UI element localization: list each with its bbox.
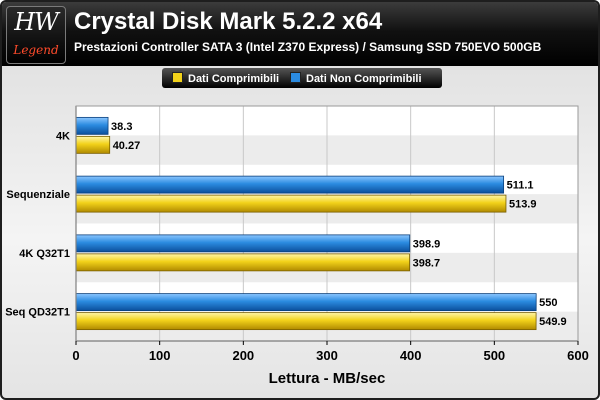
value-label-compressible: 40.27 <box>113 140 141 152</box>
bar-incompressible <box>75 116 109 135</box>
value-label-incompressible: 511.1 <box>507 180 534 192</box>
chart-legend: Dati Comprimibili Dati Non Comprimibili <box>162 68 442 88</box>
value-label-compressible: 549.9 <box>539 316 567 328</box>
x-tick-label: 100 <box>149 348 171 363</box>
bar-incompressible <box>75 234 411 253</box>
legend-label-compressible: Dati Comprimibili <box>188 73 280 85</box>
bar-incompressible <box>75 175 505 194</box>
value-label-compressible: 398.7 <box>413 257 441 269</box>
value-label-compressible: 513.9 <box>509 199 537 211</box>
x-tick-label: 200 <box>232 348 254 363</box>
logo-subtext: Legend <box>13 43 59 57</box>
x-tick-label: 400 <box>400 348 422 363</box>
x-axis-title: Lettura - MB/sec <box>269 370 386 387</box>
bar-compressible <box>75 253 410 272</box>
bar-compressible <box>75 135 111 154</box>
x-tick-label: 600 <box>567 348 589 363</box>
legend-item-incompressible: Dati Non Comprimibili <box>290 72 422 85</box>
x-tick-label: 0 <box>72 348 79 363</box>
legend-item-compressible: Dati Comprimibili <box>172 72 279 85</box>
chart-title: Crystal Disk Mark 5.2.2 x64 <box>74 8 383 35</box>
value-label-incompressible: 550 <box>539 297 557 309</box>
category-label: Seq QD32T1 <box>5 307 70 319</box>
legend-swatch-incompressible <box>290 72 301 83</box>
bar-compressible <box>75 194 507 213</box>
category-label: 4K <box>56 130 70 142</box>
chart-header: HW Legend Crystal Disk Mark 5.2.2 x64 Pr… <box>2 2 598 66</box>
x-tick-label: 500 <box>483 348 505 363</box>
category-label: Sequenziale <box>6 189 70 201</box>
legend-label-incompressible: Dati Non Comprimibili <box>306 73 422 85</box>
hwlegend-logo: HW Legend <box>6 6 66 64</box>
chart-subtitle: Prestazioni Controller SATA 3 (Intel Z37… <box>74 40 542 54</box>
bar-incompressible <box>75 293 537 312</box>
bar-compressible <box>75 312 537 331</box>
legend-swatch-compressible <box>172 72 183 83</box>
logo-text: HW <box>14 8 59 36</box>
category-label: 4K Q32T1 <box>19 248 70 260</box>
value-label-incompressible: 38.3 <box>111 121 132 133</box>
value-label-incompressible: 398.9 <box>413 238 441 250</box>
x-tick-label: 300 <box>316 348 338 363</box>
